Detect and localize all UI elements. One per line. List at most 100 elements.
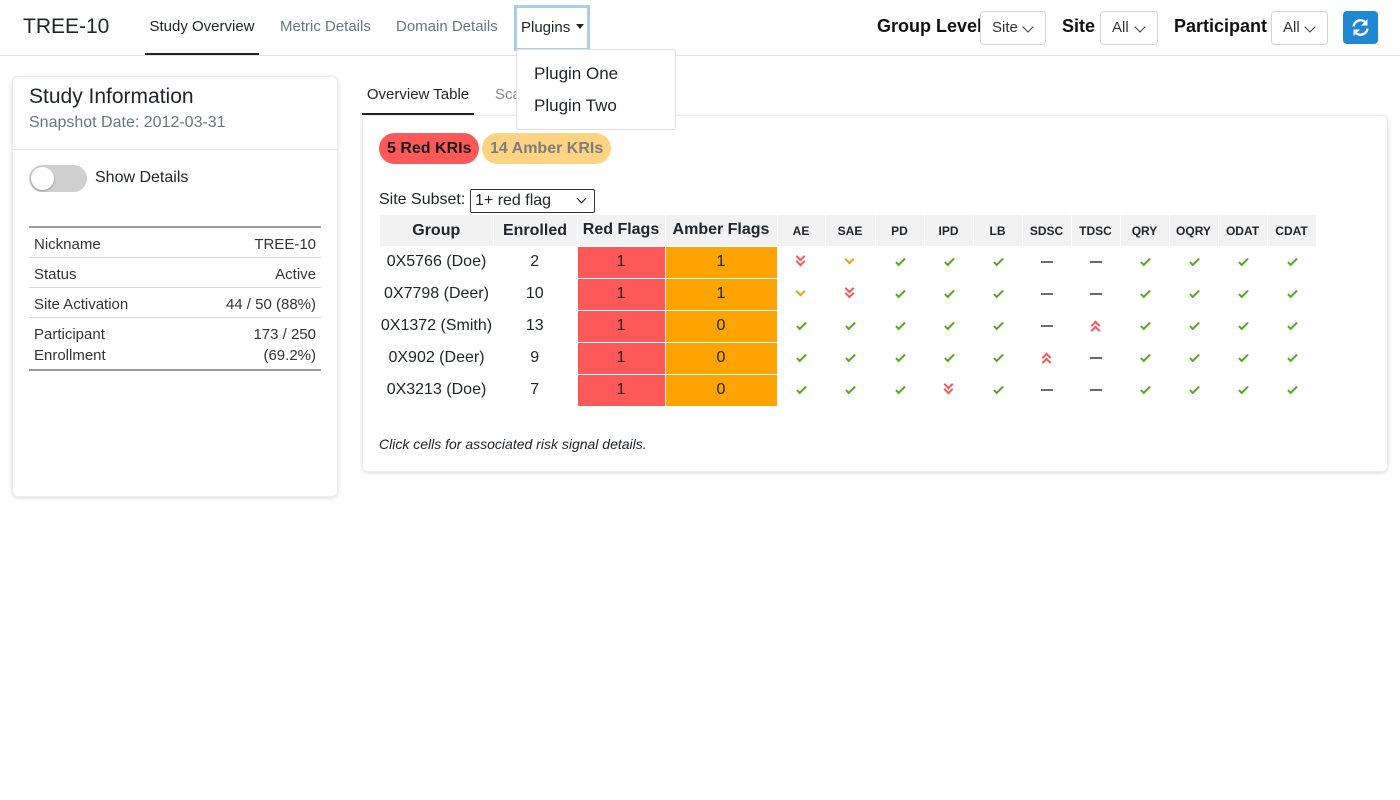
column-header-qry[interactable]: QRY: [1120, 215, 1170, 246]
metric-flag-cell-qry[interactable]: [1120, 278, 1169, 310]
metric-flag-cell-oqry[interactable]: [1169, 310, 1218, 342]
refresh-button[interactable]: [1343, 11, 1378, 44]
metric-flag-cell-ipd[interactable]: [924, 278, 973, 310]
site-subset-select[interactable]: 1+ red flag: [470, 189, 595, 213]
column-header-sdsc[interactable]: SDSC: [1022, 215, 1072, 246]
metric-flag-cell-tdsc[interactable]: [1071, 278, 1120, 310]
metric-flag-cell-oqry[interactable]: [1169, 246, 1218, 278]
group-cell[interactable]: 0X3213 (Doe): [386, 381, 487, 398]
metric-flag-cell-oqry[interactable]: [1169, 374, 1218, 406]
tab-study-overview[interactable]: Study Overview: [145, 0, 259, 55]
metric-flag-cell-qry[interactable]: [1120, 310, 1169, 342]
red-flags-cell[interactable]: 1: [576, 309, 666, 343]
column-header-amber-flags[interactable]: Amber Flags: [665, 215, 778, 246]
metric-flag-cell-pd[interactable]: [875, 310, 924, 342]
metric-flag-cell-tdsc[interactable]: [1071, 246, 1120, 278]
metric-flag-cell-cdat[interactable]: [1267, 310, 1316, 342]
column-header-enrolled[interactable]: Enrolled: [493, 215, 578, 246]
metric-flag-cell-sdsc[interactable]: [1022, 374, 1071, 406]
column-header-ae[interactable]: AE: [777, 215, 826, 246]
plugins-dropdown-toggle[interactable]: Plugins: [514, 5, 590, 51]
tab-overview-table[interactable]: Overview Table: [362, 86, 474, 115]
metric-flag-cell-ipd[interactable]: [924, 342, 973, 374]
metric-flag-cell-odat[interactable]: [1218, 278, 1267, 310]
metric-flag-cell-ae[interactable]: [777, 246, 825, 278]
red-flags-cell[interactable]: 1: [576, 373, 666, 407]
metric-flag-cell-pd[interactable]: [875, 246, 924, 278]
metric-flag-cell-odat[interactable]: [1218, 342, 1267, 374]
metric-flag-cell-cdat[interactable]: [1267, 246, 1316, 278]
tab-metric-details[interactable]: Metric Details: [280, 18, 371, 35]
amber-flags-cell[interactable]: 0: [664, 341, 778, 375]
column-header-tdsc[interactable]: TDSC: [1071, 215, 1121, 246]
metric-flag-cell-tdsc[interactable]: [1071, 310, 1120, 342]
column-header-ipd[interactable]: IPD: [924, 215, 974, 246]
metric-flag-cell-lb[interactable]: [973, 278, 1022, 310]
metric-flag-cell-sae[interactable]: [825, 342, 875, 374]
metric-flag-cell-ae[interactable]: [777, 374, 825, 406]
column-header-oqry[interactable]: OQRY: [1169, 215, 1219, 246]
amber-flags-cell[interactable]: 0: [664, 309, 778, 343]
metric-flag-cell-lb[interactable]: [973, 310, 1022, 342]
metric-flag-cell-odat[interactable]: [1218, 246, 1267, 278]
amber-flags-cell[interactable]: 1: [664, 245, 778, 279]
column-header-group[interactable]: Group: [380, 215, 494, 246]
amber-flags-cell[interactable]: 0: [664, 373, 778, 407]
metric-flag-cell-odat[interactable]: [1218, 374, 1267, 406]
tab-domain-details[interactable]: Domain Details: [396, 18, 498, 35]
metric-flag-cell-qry[interactable]: [1120, 374, 1169, 406]
metric-flag-cell-sdsc[interactable]: [1022, 246, 1071, 278]
metric-flag-cell-cdat[interactable]: [1267, 278, 1316, 310]
metric-flag-cell-oqry[interactable]: [1169, 342, 1218, 374]
app-brand[interactable]: TREE-10: [23, 15, 110, 38]
metric-flag-cell-ae[interactable]: [777, 342, 825, 374]
menu-item-plugin-two[interactable]: Plugin Two: [534, 96, 617, 115]
amber-flags-cell[interactable]: 1: [664, 277, 778, 311]
participant-select[interactable]: All: [1271, 11, 1328, 45]
group-cell[interactable]: 0X902 (Deer): [388, 349, 485, 366]
metric-flag-cell-sae[interactable]: [825, 310, 875, 342]
group-cell[interactable]: 0X7798 (Deer): [384, 285, 489, 302]
metric-flag-cell-cdat[interactable]: [1267, 342, 1316, 374]
metric-flag-cell-sdsc[interactable]: [1022, 342, 1071, 374]
metric-flag-cell-lb[interactable]: [973, 342, 1022, 374]
metric-flag-cell-sdsc[interactable]: [1022, 278, 1071, 310]
group-cell[interactable]: 0X5766 (Doe): [386, 253, 487, 270]
metric-flag-cell-sdsc[interactable]: [1022, 310, 1071, 342]
column-header-cdat[interactable]: CDAT: [1267, 215, 1317, 246]
column-header-odat[interactable]: ODAT: [1218, 215, 1268, 246]
metric-flag-cell-tdsc[interactable]: [1071, 342, 1120, 374]
metric-flag-cell-ipd[interactable]: [924, 374, 973, 406]
column-header-red-flags[interactable]: Red Flags: [577, 215, 666, 246]
metric-flag-cell-tdsc[interactable]: [1071, 374, 1120, 406]
metric-flag-cell-pd[interactable]: [875, 278, 924, 310]
metric-flag-cell-ae[interactable]: [777, 278, 825, 310]
column-header-pd[interactable]: PD: [875, 215, 925, 246]
site-select[interactable]: All: [1100, 11, 1158, 45]
metric-flag-cell-pd[interactable]: [875, 342, 924, 374]
metric-flag-cell-oqry[interactable]: [1169, 278, 1218, 310]
metric-flag-cell-ipd[interactable]: [924, 310, 973, 342]
column-header-lb[interactable]: LB: [973, 215, 1023, 246]
metric-flag-cell-sae[interactable]: [825, 246, 875, 278]
metric-flag-cell-ipd[interactable]: [924, 246, 973, 278]
red-flags-cell[interactable]: 1: [576, 341, 666, 375]
metric-flag-cell-cdat[interactable]: [1267, 374, 1316, 406]
metric-flag-cell-pd[interactable]: [875, 374, 924, 406]
red-flags-cell[interactable]: 1: [576, 245, 666, 279]
metric-flag-cell-lb[interactable]: [973, 374, 1022, 406]
metric-flag-cell-ae[interactable]: [777, 310, 825, 342]
tab-scatter[interactable]: Sca: [495, 86, 521, 103]
group-cell[interactable]: 0X1372 (Smith): [380, 317, 493, 334]
metric-flag-cell-qry[interactable]: [1120, 342, 1169, 374]
metric-flag-cell-sae[interactable]: [825, 374, 875, 406]
metric-flag-cell-odat[interactable]: [1218, 310, 1267, 342]
metric-flag-cell-sae[interactable]: [825, 278, 875, 310]
show-details-toggle[interactable]: [29, 165, 87, 192]
metric-flag-cell-qry[interactable]: [1120, 246, 1169, 278]
group-level-select[interactable]: Site: [980, 11, 1046, 45]
menu-item-plugin-one[interactable]: Plugin One: [534, 64, 619, 83]
red-flags-cell[interactable]: 1: [576, 277, 666, 311]
metric-flag-cell-lb[interactable]: [973, 246, 1022, 278]
column-header-sae[interactable]: SAE: [825, 215, 876, 246]
